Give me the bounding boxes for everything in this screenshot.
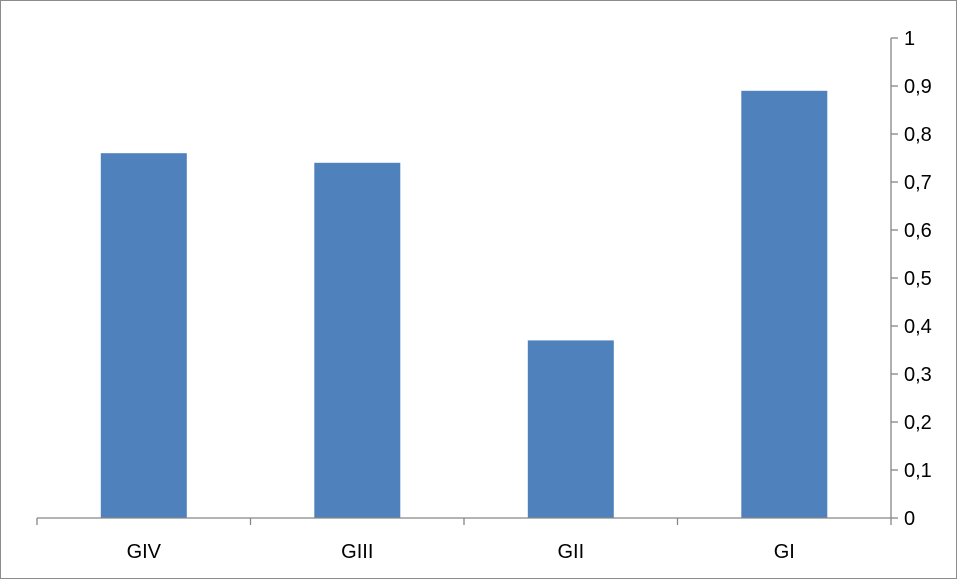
y-tick-label: 0,8 xyxy=(904,124,932,146)
bar-giii xyxy=(314,162,401,519)
y-tick-label: 1 xyxy=(904,28,915,50)
y-tick-label: 0,4 xyxy=(904,316,932,338)
y-tick-label: 0,2 xyxy=(904,412,932,434)
y-tick-label: 0,1 xyxy=(904,460,932,482)
y-tick-label: 0 xyxy=(904,508,915,530)
x-tick-marks xyxy=(36,518,892,525)
y-tick-label: 0,9 xyxy=(904,76,932,98)
bar-giv xyxy=(100,153,187,518)
bar-gii xyxy=(527,340,614,518)
y-tick-label: 0,6 xyxy=(904,220,932,242)
x-tick-labels: GIV GIII GII GI xyxy=(127,541,795,563)
y-tick-label: 0,7 xyxy=(904,172,932,194)
y-tick-label: 0,3 xyxy=(904,364,932,386)
y-tick-labels: 0 0,1 0,2 0,3 0,4 0,5 0,6 0,7 0,8 0,9 1 xyxy=(904,28,932,530)
bars-group xyxy=(100,90,828,519)
x-tick-label: GIII xyxy=(341,541,373,563)
y-tick-marks xyxy=(891,37,898,519)
bar-gi xyxy=(741,90,828,519)
x-tick-label: GIV xyxy=(127,541,162,563)
x-tick-label: GI xyxy=(774,541,795,563)
x-tick-label: GII xyxy=(557,541,584,563)
y-tick-label: 0,5 xyxy=(904,268,932,290)
